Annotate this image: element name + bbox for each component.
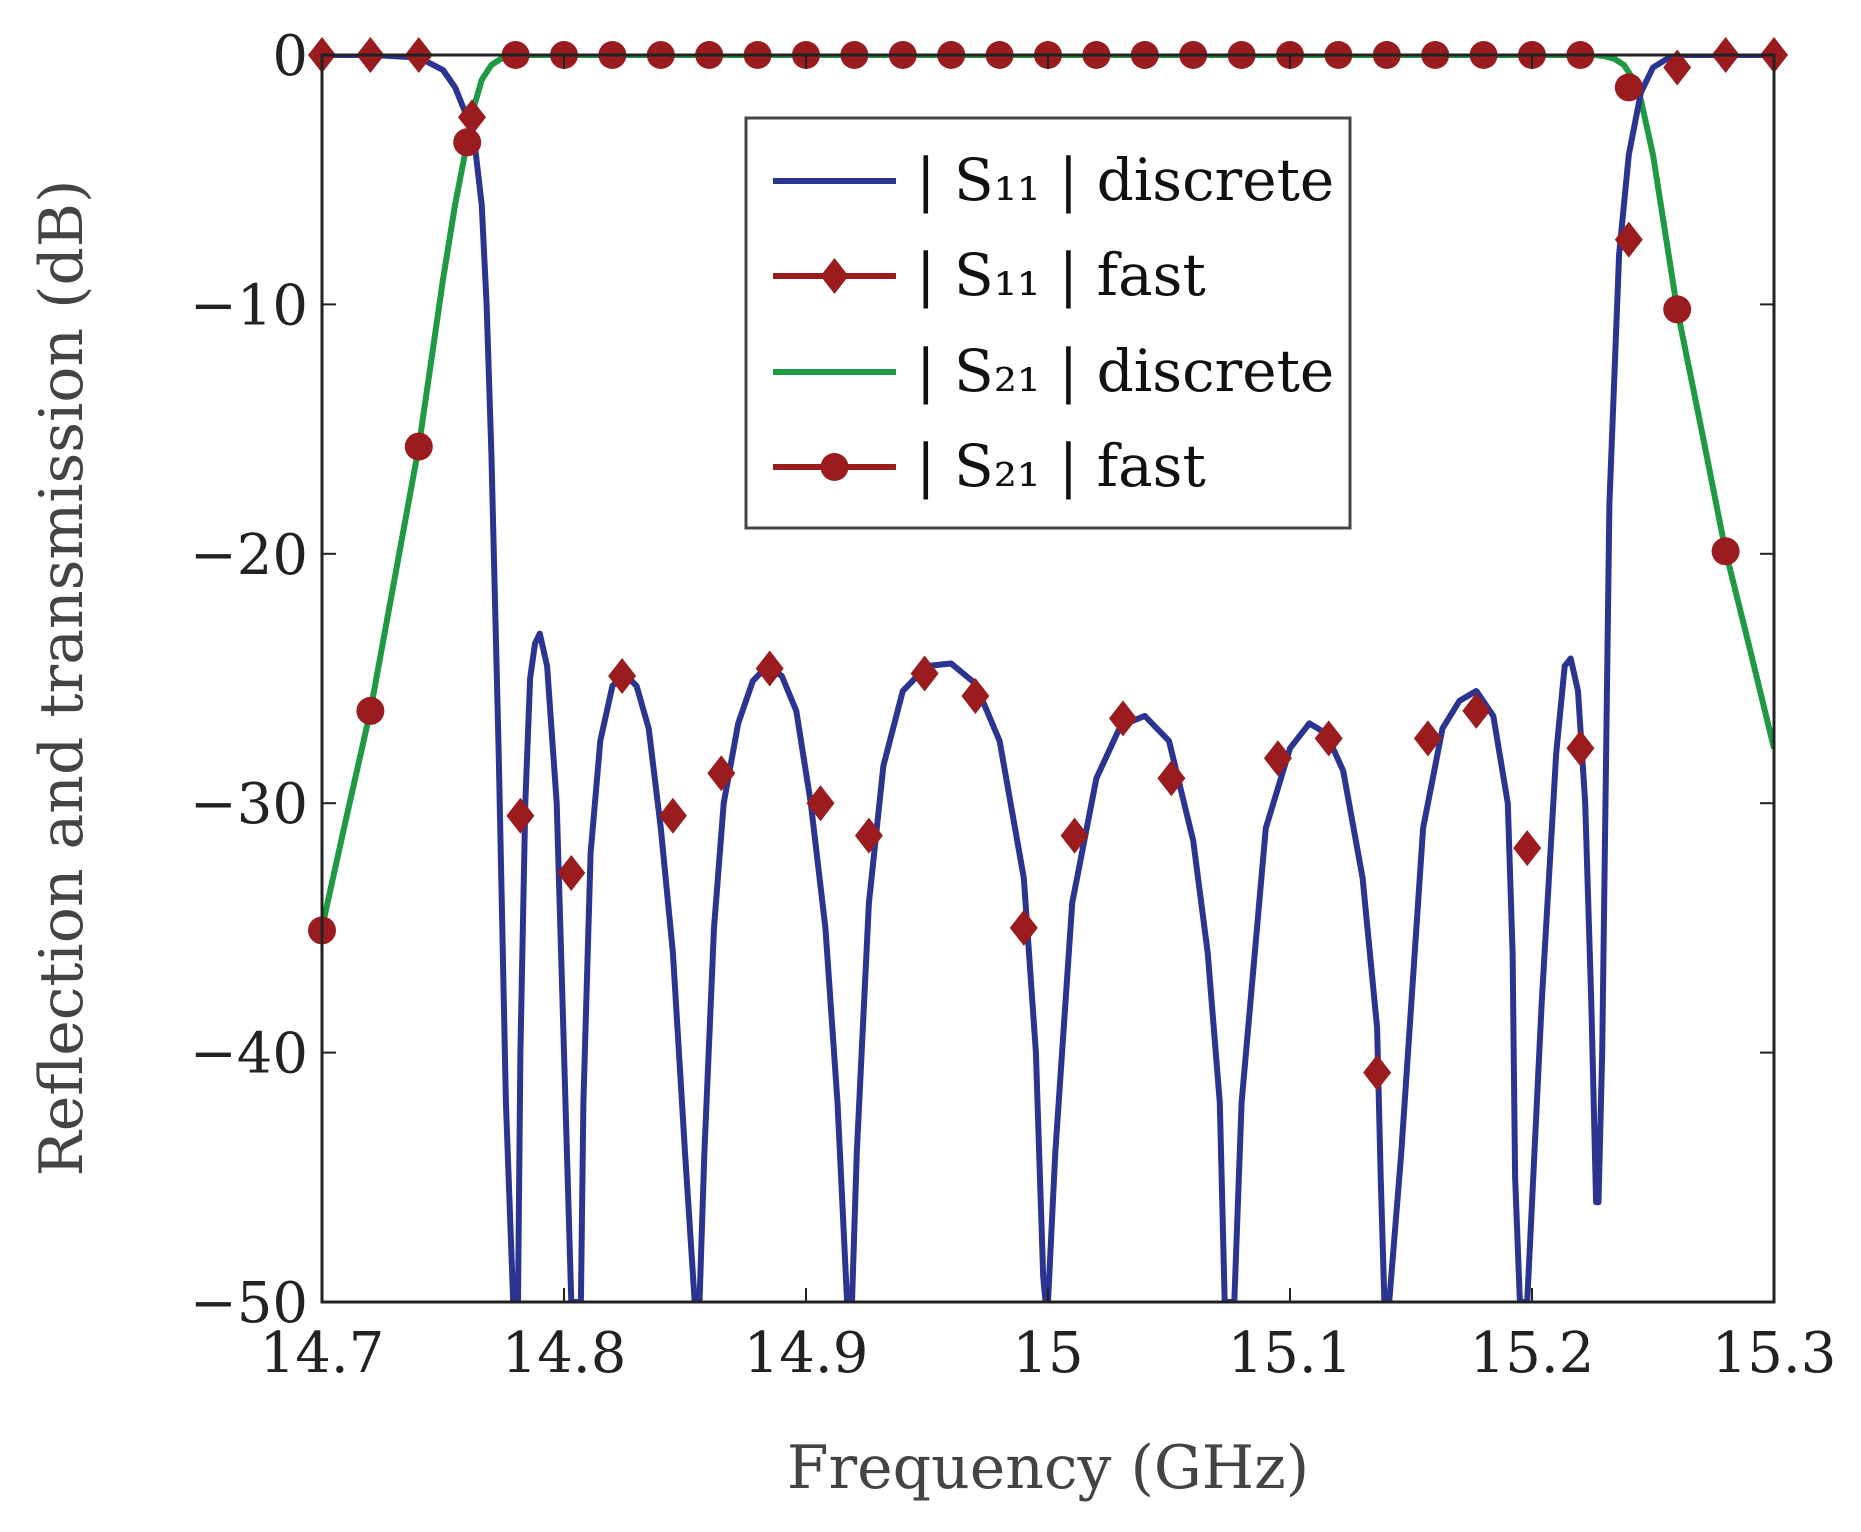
legend-label: | S₁₁ | fast	[916, 241, 1206, 309]
s11-fast-point	[1314, 720, 1343, 757]
diamond-marker-icon	[820, 258, 849, 294]
legend: | S₁₁ | discrete | S₁₁ | fast | S₂₁ | di…	[744, 116, 1352, 530]
s11-fast-point	[755, 650, 784, 687]
s11-fast-point	[1363, 1054, 1392, 1091]
s21-fast-point	[1614, 73, 1643, 102]
circle-marker-icon	[820, 453, 849, 481]
s11-discrete-line	[322, 55, 1774, 1302]
s11-fast-point	[506, 797, 535, 834]
s11-fast-point	[1566, 730, 1595, 767]
x-tick-label: 14.7	[260, 1321, 385, 1386]
s11-fast-point	[961, 678, 990, 714]
s11-fast-point	[1109, 700, 1137, 737]
s11-fast-point	[1263, 740, 1292, 777]
s11-fast-point	[458, 99, 486, 136]
s11-fast-point	[1009, 909, 1038, 946]
s11-fast-point	[1413, 720, 1442, 757]
legend-entry-s11-discrete: | S₁₁ | discrete	[773, 146, 1334, 214]
y-tick-label: 0	[272, 24, 308, 89]
y-tick-label: −40	[190, 1022, 308, 1087]
s11-fast-point	[557, 855, 586, 891]
s11-fast-point	[658, 797, 687, 834]
marker-layer	[308, 37, 1788, 1091]
tick-marks	[321, 54, 1775, 1303]
s21-fast-point	[453, 128, 482, 157]
y-tick-label: −10	[190, 273, 308, 338]
s11-fast-point	[1513, 830, 1542, 867]
x-tick-label: 15.3	[1712, 1321, 1837, 1386]
s11-fast-point	[608, 658, 637, 694]
x-tick-label: 15.2	[1470, 1321, 1595, 1386]
s11-fast-point	[1462, 692, 1491, 729]
s11-fast-point	[1663, 49, 1692, 86]
legend-entry-s21-fast: | S₂₁ | fast	[773, 432, 1206, 500]
s11-fast-point	[1157, 760, 1186, 797]
s11-fast-point	[910, 655, 939, 692]
y-axis-label: Reflection and transmission (dB)	[27, 180, 97, 1177]
x-tick-label: 15	[1012, 1321, 1083, 1386]
x-tick-label: 14.9	[744, 1321, 869, 1386]
s21-discrete-line	[322, 55, 1774, 929]
x-tick-label: 14.8	[502, 1321, 627, 1386]
s11-fast-point	[707, 755, 736, 792]
s21-fast-point	[356, 696, 385, 725]
legend-entry-s11-fast: | S₁₁ | fast	[773, 241, 1206, 309]
s11-fast-point	[806, 785, 835, 822]
x-tick-label: 15.1	[1228, 1321, 1353, 1386]
legend-entry-s21-discrete: | S₂₁ | discrete	[773, 337, 1334, 405]
y-tick-labels: 0 −10 −20 −30 −40 −50	[190, 24, 308, 1336]
legend-label: | S₁₁ | discrete	[916, 146, 1334, 214]
s11-fast-point	[1060, 817, 1089, 854]
legend-label: | S₂₁ | fast	[916, 432, 1206, 500]
y-tick-label: −30	[190, 772, 308, 837]
y-tick-label: −50	[190, 1271, 308, 1336]
s11-fast-point	[854, 817, 883, 854]
x-axis-label: Frequency (GHz)	[787, 1433, 1309, 1503]
s11-fast-point	[1614, 221, 1643, 258]
s21-fast-point	[1711, 537, 1740, 566]
series-layer	[322, 55, 1774, 1302]
s21-fast-point	[1663, 295, 1692, 324]
legend-box	[744, 116, 1352, 530]
y-tick-label: −20	[190, 523, 308, 588]
s21-fast-point	[404, 432, 433, 461]
legend-label: | S₂₁ | discrete	[916, 337, 1334, 405]
x-tick-labels: 14.7 14.8 14.9 15 15.1 15.2 15.3	[260, 1321, 1837, 1386]
